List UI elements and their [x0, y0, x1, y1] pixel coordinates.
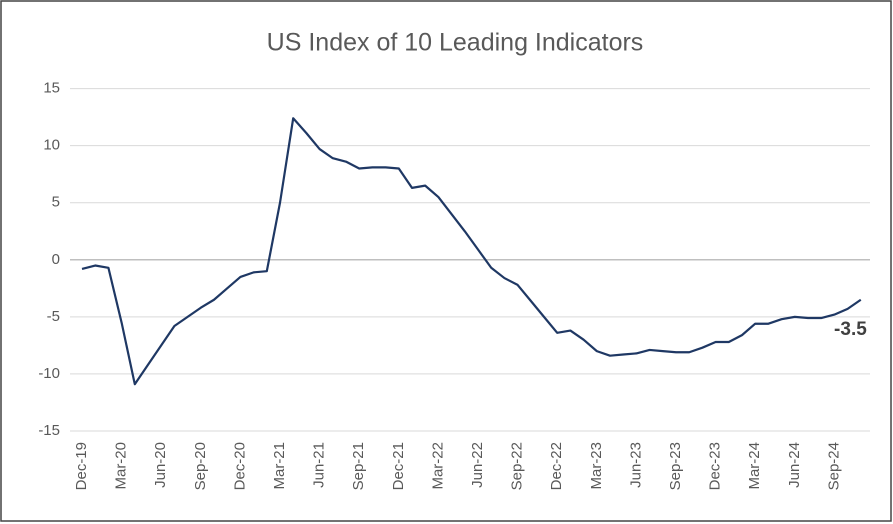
- x-tick-label: Dec-23: [707, 442, 724, 490]
- x-tick-label: Jun-22: [469, 442, 486, 488]
- x-tick-label: Mar-20: [113, 442, 130, 490]
- x-tick-label: Mar-23: [588, 442, 605, 490]
- x-tick-label: Sep-24: [825, 442, 842, 490]
- x-tick-label: Sep-22: [509, 442, 526, 490]
- y-tick-label: 5: [52, 194, 60, 211]
- y-tick-label: -10: [38, 365, 60, 382]
- x-tick-label: Dec-19: [73, 442, 90, 490]
- chart-title: US Index of 10 Leading Indicators: [267, 29, 644, 57]
- x-tick-label: Jun-24: [786, 442, 803, 488]
- x-tick-label: Mar-24: [746, 442, 763, 490]
- x-tick-label: Mar-22: [429, 442, 446, 490]
- x-tick-label: Dec-22: [548, 442, 565, 490]
- x-tick-label: Jun-21: [311, 442, 328, 488]
- x-tick-label: Sep-21: [350, 442, 367, 490]
- data-label: -3.5: [834, 319, 867, 340]
- x-tick-label: Sep-20: [192, 442, 209, 490]
- y-tick-label: 15: [43, 80, 60, 97]
- x-tick-label: Jun-20: [152, 442, 169, 488]
- data-line: [81, 117, 862, 386]
- x-tick-label: Sep-23: [667, 442, 684, 490]
- y-tick-label: -15: [38, 422, 60, 439]
- y-tick-label: 10: [43, 137, 60, 154]
- x-tick-label: Dec-20: [231, 442, 248, 490]
- x-tick-label: Jun-23: [627, 442, 644, 488]
- x-tick-label: Dec-21: [390, 442, 407, 490]
- y-tick-label: 0: [52, 251, 60, 268]
- y-tick-label: -5: [47, 308, 60, 325]
- x-tick-label: Mar-21: [271, 442, 288, 490]
